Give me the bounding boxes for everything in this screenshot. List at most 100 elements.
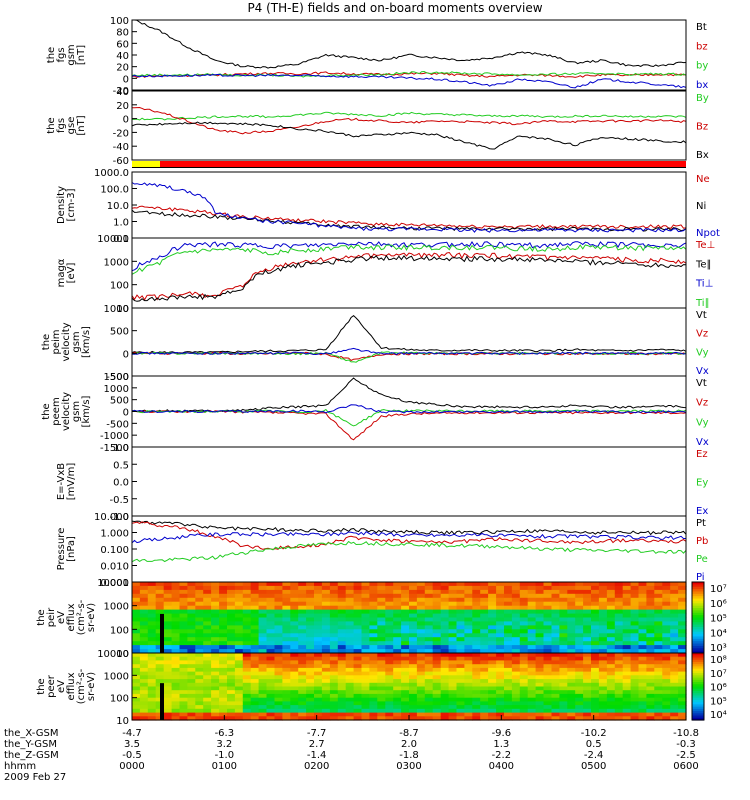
heatmap-cell xyxy=(345,645,355,650)
heatmap-cell xyxy=(409,625,418,630)
heatmap-cell xyxy=(227,649,236,654)
heatmap-cell xyxy=(543,641,552,646)
heatmap-cell xyxy=(559,589,568,595)
y-tick-label: -0.5 xyxy=(109,495,129,506)
heatmap-cell xyxy=(314,637,323,642)
footer-x-value: -8.7 xyxy=(399,728,419,739)
heatmap-cell xyxy=(139,664,149,669)
heatmap-cell xyxy=(203,656,212,661)
heatmap-cell xyxy=(147,649,157,654)
colorbar-cell xyxy=(692,699,704,703)
heatmap-cell xyxy=(171,605,181,611)
heatmap-cell xyxy=(227,671,236,676)
heatmap-cell xyxy=(504,686,513,691)
y-axis-label-line: velocity xyxy=(61,322,72,361)
heatmap-cell xyxy=(488,653,497,658)
heatmap-cell xyxy=(163,660,173,665)
heatmap-cell xyxy=(369,660,378,665)
heatmap-cell xyxy=(219,641,228,646)
heatmap-cell xyxy=(234,645,244,650)
legend-ex: Ex xyxy=(696,506,708,517)
heatmap-cell xyxy=(227,633,236,638)
heatmap-cell xyxy=(464,633,473,638)
heatmap-cell xyxy=(163,609,173,615)
heatmap-cell xyxy=(511,649,521,654)
heatmap-cell xyxy=(139,597,149,603)
heatmap-cell xyxy=(559,609,568,615)
series-pi-line xyxy=(131,531,686,544)
heatmap-cell xyxy=(464,671,473,676)
heatmap-cell xyxy=(464,682,473,688)
heatmap-cell xyxy=(678,671,687,676)
heatmap-cell xyxy=(211,701,220,706)
heatmap-cell xyxy=(147,697,157,702)
heatmap-cell xyxy=(543,613,552,619)
heatmap-cell xyxy=(432,660,442,665)
heatmap-cell xyxy=(488,609,497,615)
heatmap-cell xyxy=(377,701,386,706)
heatmap-cell xyxy=(282,690,291,695)
heatmap-cell xyxy=(638,649,647,654)
heatmap-cell xyxy=(234,708,244,714)
heatmap-cell xyxy=(242,716,252,721)
heatmap-cell xyxy=(504,637,513,642)
heatmap-cell xyxy=(290,686,299,691)
heatmap-cell xyxy=(369,664,378,669)
heatmap-cell xyxy=(314,664,323,669)
heatmap-cell xyxy=(551,712,560,717)
heatmap-cell xyxy=(377,621,386,626)
heatmap-cell xyxy=(345,679,355,684)
heatmap-cell xyxy=(361,605,370,611)
heatmap-cell xyxy=(630,582,640,587)
heatmap-cell xyxy=(329,682,339,688)
heatmap-cell xyxy=(306,664,315,669)
series-bz-line xyxy=(132,106,687,135)
heatmap-cell xyxy=(282,585,291,591)
heatmap-cell xyxy=(583,617,592,622)
heatmap-cell xyxy=(480,693,489,699)
heatmap-cell xyxy=(567,649,576,654)
heatmap-cell xyxy=(329,625,339,630)
heatmap-cell xyxy=(377,597,386,603)
heatmap-cell xyxy=(606,609,616,615)
heatmap-cell xyxy=(234,641,244,646)
heatmap-cell xyxy=(456,597,465,603)
heatmap-cell xyxy=(393,705,402,710)
heatmap-cell xyxy=(353,716,363,721)
heatmap-cell xyxy=(329,686,339,691)
heatmap-cell xyxy=(369,593,378,599)
heatmap-cell xyxy=(187,582,196,587)
heatmap-cell xyxy=(535,660,545,665)
heatmap-cell xyxy=(567,716,576,721)
heatmap-cell xyxy=(519,597,529,603)
heatmap-cell xyxy=(227,667,236,673)
heatmap-cell xyxy=(227,664,236,669)
heatmap-cell xyxy=(416,645,426,650)
heatmap-cell xyxy=(409,675,418,680)
heatmap-cell xyxy=(559,656,568,661)
heatmap-cell xyxy=(187,597,196,603)
heatmap-cell xyxy=(575,613,584,619)
heatmap-cell xyxy=(203,617,212,622)
heatmap-cell xyxy=(678,679,687,684)
heatmap-cell xyxy=(203,653,212,658)
heatmap-cell xyxy=(298,705,307,710)
heatmap-cell xyxy=(187,613,196,619)
heatmap-cell xyxy=(670,597,679,603)
heatmap-cell xyxy=(598,629,608,634)
heatmap-cell xyxy=(385,617,394,622)
heatmap-cell xyxy=(440,656,450,661)
heatmap-cell xyxy=(527,625,537,630)
heatmap-cell xyxy=(527,686,537,691)
heatmap-cell xyxy=(598,664,608,669)
heatmap-cell xyxy=(227,585,236,591)
colorbar-cell xyxy=(692,717,704,721)
heatmap-cell xyxy=(306,641,315,646)
heatmap-cell xyxy=(234,679,244,684)
heatmap-cell xyxy=(329,645,339,650)
y-axis-label-line: magα xyxy=(56,258,67,287)
heatmap-cell xyxy=(464,589,473,595)
heatmap-cell xyxy=(219,682,228,688)
heatmap-cell xyxy=(638,664,647,669)
heatmap-cell xyxy=(606,656,616,661)
